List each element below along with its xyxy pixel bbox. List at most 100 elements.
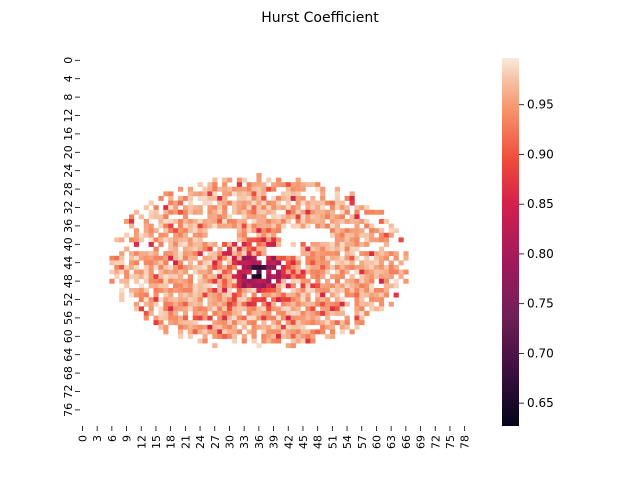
heatmap-cell [339, 246, 345, 252]
heatmap-cell [217, 334, 223, 339]
heatmap-cell [256, 196, 262, 201]
heatmap-cell [276, 237, 282, 243]
heatmap-cell [349, 260, 355, 266]
heatmap-cell [251, 219, 257, 224]
heatmap-cell [256, 269, 262, 275]
heatmap-cell [192, 205, 198, 211]
heatmap-cell [329, 232, 336, 238]
heatmap-cell [320, 186, 326, 192]
y-tick-label: 48 [62, 274, 75, 288]
heatmap-cell [364, 255, 370, 261]
heatmap-cell [290, 209, 296, 215]
heatmap-cell [133, 232, 140, 238]
heatmap-cell [187, 283, 193, 289]
heatmap-cell [354, 223, 360, 229]
heatmap-cell [290, 255, 296, 261]
heatmap-cell [202, 269, 208, 275]
heatmap-cell [133, 265, 140, 270]
x-tick-label: 42 [282, 435, 295, 449]
heatmap-cell [241, 260, 247, 266]
heatmap-cell [339, 301, 345, 307]
heatmap-cell [124, 232, 130, 238]
heatmap-cell [329, 255, 336, 261]
heatmap-cell [261, 301, 267, 307]
heatmap-cell [227, 315, 233, 321]
heatmap-cell [320, 301, 326, 307]
heatmap-cell [280, 219, 287, 224]
heatmap-cell [271, 265, 277, 270]
heatmap-cell [266, 292, 272, 298]
heatmap-cell [168, 242, 174, 247]
heatmap-cell [231, 219, 238, 224]
heatmap-cell [212, 205, 218, 211]
heatmap-cell [329, 246, 336, 252]
heatmap-cell [295, 219, 301, 224]
heatmap-cell [310, 283, 316, 289]
heatmap-cell [231, 191, 238, 197]
heatmap-cell [168, 255, 174, 261]
heatmap-cell [251, 297, 257, 303]
heatmap-cell [315, 288, 321, 293]
heatmap-cell [310, 214, 316, 220]
heatmap-cell [280, 315, 287, 321]
heatmap-cell [378, 301, 385, 307]
heatmap-cell [378, 288, 385, 293]
heatmap-cell [222, 186, 228, 192]
heatmap-cell [256, 191, 262, 197]
heatmap-cell [222, 182, 228, 188]
heatmap-cell [173, 301, 179, 307]
heatmap-cell [109, 260, 115, 266]
heatmap-cell [148, 223, 154, 229]
heatmap-cell [300, 200, 306, 206]
heatmap-cell [163, 269, 169, 275]
heatmap-cell [344, 315, 350, 321]
heatmap-cell [349, 200, 355, 206]
heatmap-cell [163, 214, 169, 220]
heatmap-cell [325, 301, 331, 307]
heatmap-cell [349, 274, 355, 280]
heatmap-cell [325, 223, 331, 229]
heatmap-cell [280, 297, 287, 303]
heatmap-cell [354, 265, 360, 270]
heatmap-cell [158, 219, 164, 224]
heatmap-cell [158, 237, 164, 243]
heatmap-cell [325, 269, 331, 275]
heatmap-cell [202, 228, 208, 234]
heatmap-cell [202, 191, 208, 197]
heatmap-cell [158, 306, 164, 312]
heatmap-cell [334, 255, 340, 261]
heatmap-cell [369, 283, 375, 289]
heatmap-cell [202, 255, 208, 261]
heatmap-cell [143, 274, 149, 280]
heatmap-cell [354, 214, 360, 220]
heatmap-cell [202, 338, 208, 344]
heatmap-cell [207, 306, 213, 312]
heatmap-cell [173, 278, 179, 284]
heatmap-cell [143, 278, 149, 284]
heatmap-cell [369, 251, 375, 257]
heatmap-cell [374, 306, 380, 312]
heatmap-cell [178, 242, 184, 247]
heatmap-cell [290, 278, 296, 284]
heatmap-cell [256, 251, 262, 257]
heatmap-cell [256, 205, 262, 211]
heatmap-cell [197, 329, 203, 335]
heatmap-cell [305, 306, 311, 312]
heatmap-cell [143, 205, 149, 211]
heatmap-cell [403, 251, 409, 257]
heatmap-cell [207, 283, 213, 289]
heatmap-cell [192, 191, 198, 197]
heatmap-cell [182, 251, 189, 257]
heatmap-cell [276, 274, 282, 280]
heatmap-cell [143, 311, 149, 316]
y-tick-label: 40 [62, 237, 75, 251]
heatmap-cell [192, 292, 198, 298]
heatmap-cell [256, 311, 262, 316]
heatmap-cell [261, 306, 267, 312]
heatmap-cell [251, 301, 257, 307]
heatmap-cell [197, 237, 203, 243]
heatmap-cell [266, 219, 272, 224]
y-tick-label: 64 [62, 348, 75, 362]
heatmap-cell [276, 338, 282, 344]
heatmap-cell [227, 177, 233, 183]
